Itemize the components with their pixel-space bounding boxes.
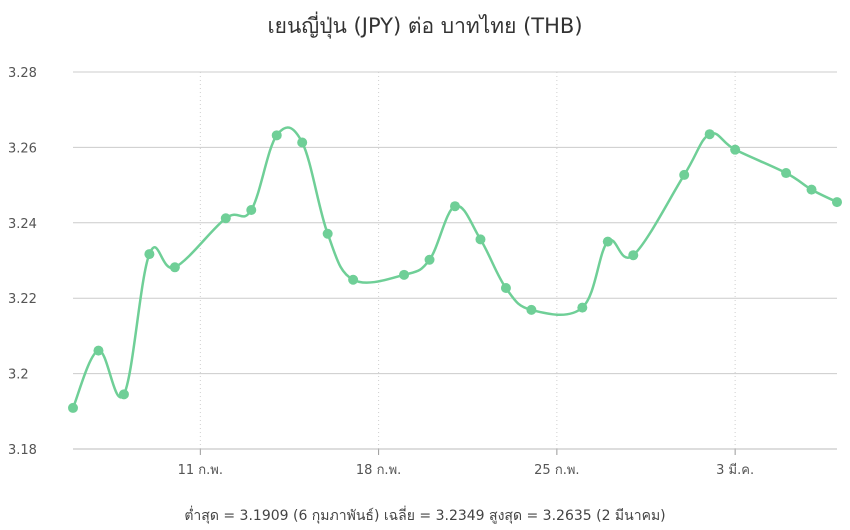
data-point[interactable]: [475, 234, 486, 245]
data-point[interactable]: [628, 250, 639, 261]
y-tick-label: 3.2: [8, 368, 29, 383]
y-tick-label: 3.26: [8, 141, 37, 156]
data-point[interactable]: [144, 249, 155, 260]
data-point[interactable]: [68, 402, 78, 413]
x-tick-label: 25 ก.พ.: [534, 463, 579, 478]
data-point[interactable]: [450, 201, 460, 212]
data-point[interactable]: [704, 129, 715, 140]
y-tick-label: 3.24: [8, 217, 37, 232]
y-tick-label: 3.22: [8, 292, 37, 307]
axis-layer: 3.18 3.2 3.22 3.24 3.26 3.28 11 ก.พ. 18 ก.พ. 25 …: [8, 66, 837, 478]
data-point[interactable]: [526, 304, 537, 315]
data-point[interactable]: [806, 184, 817, 195]
data-point[interactable]: [679, 169, 690, 180]
series-line: [71, 126, 838, 409]
x-tick-label: 11 ก.พ.: [178, 463, 223, 478]
data-point[interactable]: [297, 137, 308, 148]
data-point[interactable]: [832, 197, 842, 208]
data-point[interactable]: [322, 228, 333, 239]
data-point[interactable]: [93, 345, 104, 356]
data-point[interactable]: [220, 213, 231, 224]
data-point[interactable]: [271, 130, 282, 141]
data-point[interactable]: [424, 254, 435, 265]
chart-title: เยนญี่ปุ่น (JPY) ต่อ บาทไทย (THB): [267, 14, 583, 38]
data-point[interactable]: [577, 302, 588, 313]
data-point[interactable]: [781, 168, 792, 179]
data-point[interactable]: [246, 204, 257, 215]
y-tick-label: 3.28: [8, 66, 37, 81]
data-point[interactable]: [399, 269, 410, 280]
series-layer: [68, 126, 842, 413]
data-point[interactable]: [348, 274, 359, 285]
data-point[interactable]: [602, 236, 613, 247]
y-tick-label: 3.18: [8, 443, 37, 458]
data-point[interactable]: [169, 262, 180, 273]
data-point[interactable]: [500, 283, 511, 294]
data-point[interactable]: [730, 144, 741, 155]
grid-layer: [73, 71, 837, 450]
x-tick-label: 18 ก.พ.: [356, 463, 401, 478]
chart-summary-footer: ต่ำสุด = 3.1909 (6 กุมภาพันธ์) เฉลี่ย = …: [184, 508, 666, 524]
x-tick-label: 3 มี.ค.: [716, 462, 754, 478]
data-point[interactable]: [118, 389, 129, 400]
